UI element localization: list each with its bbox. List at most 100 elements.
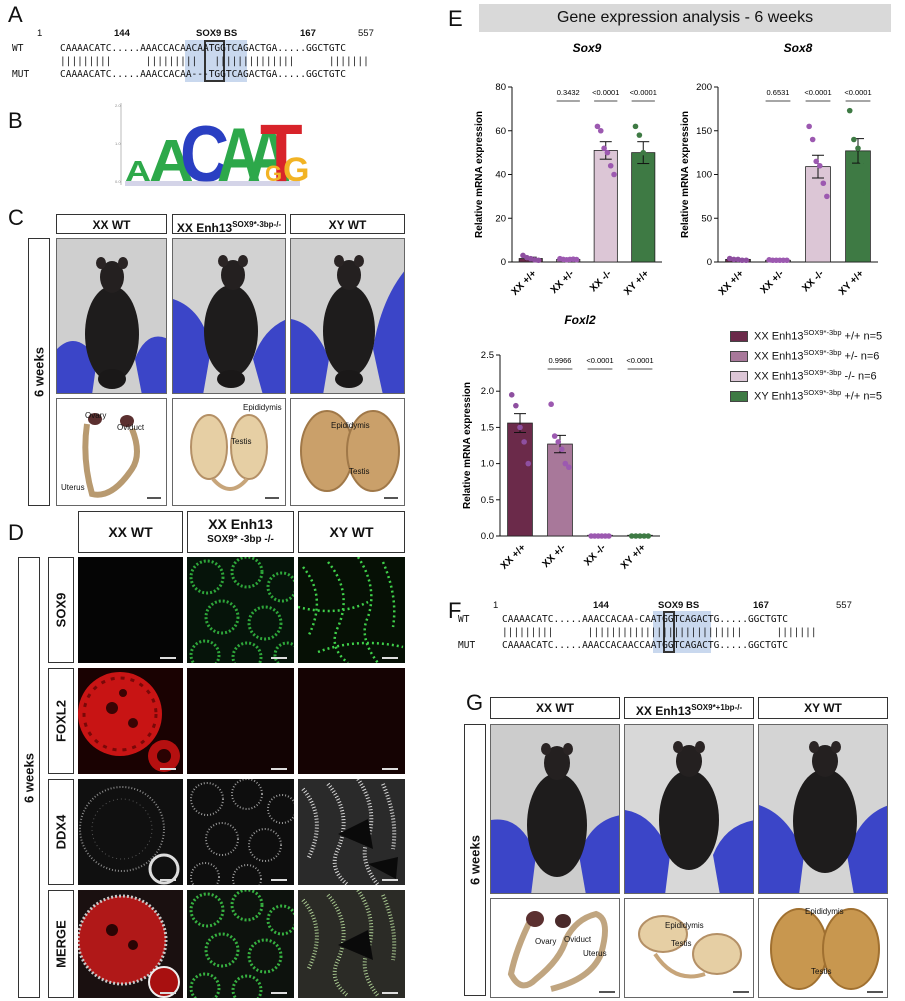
scale-bar [599, 991, 615, 993]
seq-pos-1: 1 [493, 600, 499, 611]
anno-testis: Testis [811, 967, 832, 976]
x-tick-label: XX -/- [582, 542, 608, 568]
data-point [513, 402, 519, 409]
chart-sox8: Sox8 Relative mRNA expression 0 50 100 150 200… [680, 41, 878, 298]
wt-label: WT [458, 614, 470, 625]
y-tick-label: 2.0 [481, 386, 494, 397]
panel-label-c: C [8, 205, 24, 230]
y-tick-label: 0.5 [481, 495, 494, 506]
data-point [606, 533, 612, 539]
row-label-foxl2: FOXL2 [48, 668, 74, 774]
scale-bar [265, 497, 279, 499]
anno-ovary: Ovary [535, 937, 557, 946]
y-axis-label: Relative mRNA expression [474, 111, 485, 238]
anno-testis: Testis [349, 467, 370, 476]
pvalue-label: <0.0001 [804, 88, 831, 97]
header-xx-enh13: XX Enh13SOX9*-3bp-/- [172, 214, 286, 235]
header-xx-wt: XX WT [78, 511, 183, 553]
data-point [555, 439, 562, 445]
seq-pos-557: 557 [836, 600, 852, 611]
photo-gonad-xx-wt: Ovary Oviduct Uterus [56, 398, 167, 506]
header-xx-enh13: XX Enh13 SOX9* -3bp -/- [187, 511, 294, 553]
y-tick-label: 80 [495, 82, 506, 93]
data-point [551, 433, 558, 439]
data-point [644, 154, 650, 160]
pvalue-label: 0.6531 [767, 88, 790, 97]
x-tick-label: XX +/+ [717, 268, 747, 298]
anno-ovary: Ovary [85, 411, 107, 420]
legend-item: XX Enh13SOX9*-3bp +/+ n=5 [730, 328, 882, 343]
row-label-sox9: SOX9 [48, 557, 74, 663]
x-tick-label: XX +/- [549, 268, 577, 296]
data-point [743, 257, 750, 264]
anno-uterus: Uterus [61, 483, 85, 492]
legend-item: XX Enh13SOX9*-3bp -/- n=6 [730, 368, 877, 383]
ovary-image [82, 413, 140, 498]
image-sox9-xx-enh13 [187, 557, 294, 663]
legend-item: XX Enh13SOX9*-3bp +/- n=6 [730, 348, 879, 363]
logo-letter: A [149, 127, 194, 190]
photo-gonad-xx-enh13: Epididymis Testis [624, 898, 754, 998]
x-tick-label: XX +/- [540, 542, 568, 570]
photo-mouse-xx-wt [490, 724, 620, 894]
data-point [632, 123, 639, 130]
photo-mouse-xx-enh13 [172, 238, 286, 394]
data-point [859, 158, 865, 165]
header-xy-wt: XY WT [298, 511, 405, 553]
image-ddx4-xx-enh13 [187, 779, 294, 885]
mouse-image [173, 239, 285, 393]
bar [631, 152, 656, 263]
anno-epididymis: Epididymis [331, 421, 370, 430]
logo-letter: G [265, 161, 282, 186]
pvalue-label: <0.0001 [586, 356, 613, 365]
image-merge-xy-wt [298, 890, 405, 998]
pvalue-label: <0.0001 [630, 88, 657, 97]
image-merge-xx-enh13 [187, 890, 294, 998]
data-point [601, 145, 607, 152]
data-point [562, 460, 569, 467]
row-label-ddx4: DDX4 [48, 779, 74, 885]
wt-sequence: CAAAACATC.....AAACCACAACAATGGTCAGACTGA..… [60, 43, 346, 54]
row-label-merge: MERGE [48, 890, 74, 998]
x-tick-label: XY +/+ [837, 268, 866, 297]
data-point [648, 173, 654, 180]
header-xy-wt: XY WT [290, 214, 405, 234]
wt-sequence: CAAAACATC.....AAACCACAA-CAATGGTCAGACTG..… [502, 614, 788, 625]
image-foxl2-xy-wt [298, 668, 405, 774]
y-tick-label: 0.0 [481, 531, 494, 542]
data-point [597, 127, 604, 134]
x-tick-label: XX -/- [588, 268, 614, 294]
x-tick-label: XY +/+ [619, 542, 648, 571]
svg-text:2.0: 2.0 [115, 103, 121, 108]
photo-mouse-xy-wt [290, 238, 405, 394]
photo-gonad-xx-enh13: Epididymis Testis [172, 398, 286, 506]
mouse-image [759, 725, 887, 893]
header-xy-wt: XY WT [758, 697, 888, 719]
y-tick-label: 50 [701, 213, 712, 224]
data-point [637, 533, 643, 539]
image-ddx4-xy-wt [298, 779, 405, 885]
ovary-image [507, 910, 608, 992]
sequence-logo: 2.0 1.0 0.0 A A C A A T G G [115, 103, 309, 190]
y-tick-label: 60 [495, 126, 506, 137]
data-point [739, 257, 745, 264]
chart-title: Sox8 [784, 41, 813, 55]
image-sox9-xy-wt [298, 557, 405, 663]
bar [507, 422, 533, 537]
pvalue-label: <0.0001 [626, 356, 653, 365]
anno-oviduct: Oviduct [117, 423, 145, 432]
sox9-bs-label: SOX9 BS [658, 600, 700, 611]
y-tick-label: 20 [495, 213, 506, 224]
anno-testis: Testis [671, 939, 692, 948]
chart-foxl2: Foxl2 Relative mRNA expression 0.0 0.5 1.0 1.… [462, 313, 660, 572]
image-foxl2-xx-wt [78, 668, 183, 774]
photo-gonad-xx-wt: Ovary Oviduct Uterus [490, 898, 620, 998]
logo-letters: A A C A A T G G [125, 108, 309, 190]
data-point [604, 149, 611, 156]
data-point [784, 257, 790, 264]
data-point [633, 533, 639, 539]
data-point [607, 162, 614, 169]
anno-oviduct: Oviduct [564, 935, 592, 944]
data-point [806, 123, 812, 130]
data-point [846, 107, 853, 114]
